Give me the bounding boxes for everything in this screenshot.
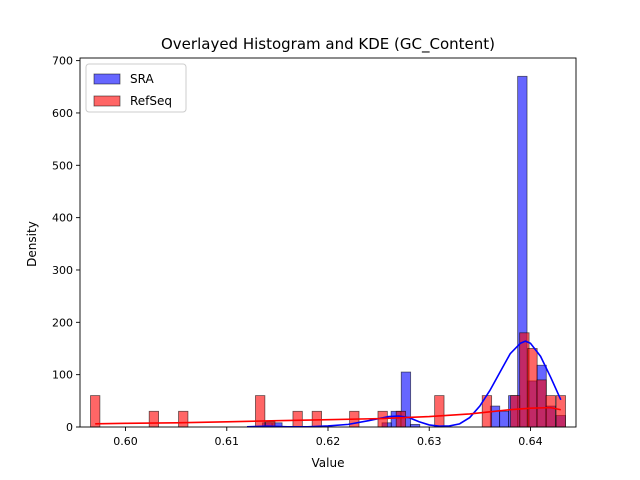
sra-bar xyxy=(499,410,510,428)
y-tick-label: 100 xyxy=(52,369,73,382)
y-tick-label: 600 xyxy=(52,107,73,120)
y-tick-label: 400 xyxy=(52,212,73,225)
y-tick-label: 500 xyxy=(52,159,73,172)
y-axis-label: Density xyxy=(25,221,39,267)
refseq-legend-label: RefSeq xyxy=(130,94,172,108)
chart-title: Overlayed Histogram and KDE (GC_Content) xyxy=(161,35,495,54)
refseq-bar xyxy=(395,410,406,428)
refseq-bar xyxy=(510,395,521,428)
x-tick-label: 0.64 xyxy=(518,435,543,448)
legend: SRA RefSeq xyxy=(85,63,187,113)
refseq-bar xyxy=(292,410,303,428)
sra-legend-label: SRA xyxy=(130,72,154,86)
x-tick-label: 0.62 xyxy=(316,435,341,448)
refseq-bar xyxy=(434,395,445,428)
refseq-bar xyxy=(555,395,566,428)
refseq-bar xyxy=(536,379,547,428)
sra-legend-swatch xyxy=(93,73,121,85)
refseq-bar xyxy=(178,410,189,428)
x-tick-label: 0.63 xyxy=(417,435,442,448)
y-tick-label: 200 xyxy=(52,316,73,329)
refseq-bar xyxy=(527,348,538,428)
x-tick-label: 0.60 xyxy=(113,435,138,448)
y-tick-label: 0 xyxy=(66,421,73,434)
kde-curves xyxy=(95,340,562,428)
x-axis-label: Value xyxy=(312,456,345,470)
x-tick-label: 0.61 xyxy=(215,435,240,448)
refseq-kde-line xyxy=(95,406,561,425)
refseq-bar xyxy=(255,395,266,428)
y-tick-label: 300 xyxy=(52,264,73,277)
axes: 0.60 0.61 0.62 0.63 0.64 0 100 200 300 400 500 600 7… xyxy=(52,55,577,448)
refseq-bar xyxy=(148,410,160,428)
sra-kde-line xyxy=(246,340,562,428)
refseq-bar xyxy=(90,395,101,428)
refseq-bar xyxy=(545,395,556,428)
refseq-legend-swatch xyxy=(93,95,121,107)
y-tick-label: 700 xyxy=(52,55,73,68)
